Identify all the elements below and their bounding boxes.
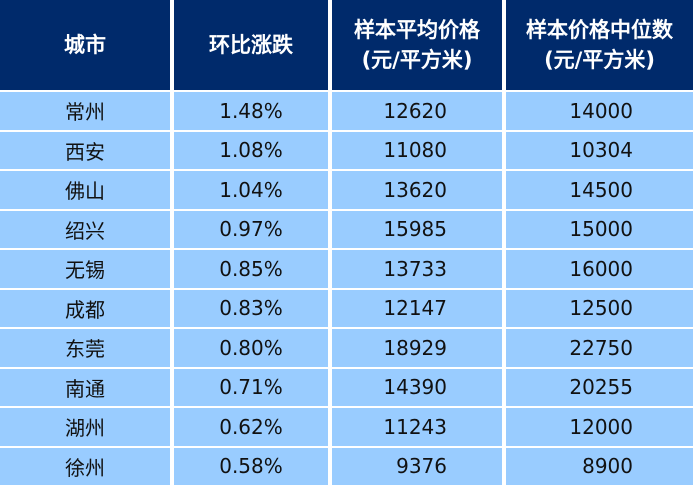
cell-change: 1.04% xyxy=(174,171,328,209)
table-row: 湖州 0.62% 11243 12000 xyxy=(0,408,697,446)
cell-city: 常州 xyxy=(0,92,170,130)
cell-city: 东莞 xyxy=(0,329,170,367)
cell-avg-price: 12147 xyxy=(332,289,502,327)
table-row: 常州 1.48% 12620 14000 xyxy=(0,92,697,130)
cell-change: 0.85% xyxy=(174,250,328,288)
header-city: 城市 xyxy=(0,0,170,90)
table-body: 常州 1.48% 12620 14000 西安 1.08% 11080 1030… xyxy=(0,92,697,487)
table-row: 绍兴 0.97% 15985 15000 xyxy=(0,210,697,248)
cell-change: 1.08% xyxy=(174,131,328,169)
table-row: 佛山 1.04% 13620 14500 xyxy=(0,171,697,209)
cell-avg-price: 15985 xyxy=(332,210,502,248)
table-row: 成都 0.83% 12147 12500 xyxy=(0,289,697,327)
cell-median-price: 12500 xyxy=(506,289,693,327)
cell-change: 0.80% xyxy=(174,329,328,367)
cell-avg-price: 11243 xyxy=(332,408,502,446)
cell-avg-price: 9376 xyxy=(332,447,502,485)
cell-median-price: 14000 xyxy=(506,92,693,130)
cell-city: 绍兴 xyxy=(0,210,170,248)
cell-city: 佛山 xyxy=(0,171,170,209)
cell-city: 成都 xyxy=(0,289,170,327)
cell-change: 0.71% xyxy=(174,368,328,406)
header-city-label: 城市 xyxy=(64,33,106,57)
table-row: 南通 0.71% 14390 20255 xyxy=(0,368,697,406)
cell-change: 0.58% xyxy=(174,447,328,485)
cell-median-price: 22750 xyxy=(506,329,693,367)
header-median-price-line1: 样本价格中位数 xyxy=(526,18,673,42)
table-row: 东莞 0.80% 18929 22750 xyxy=(0,329,697,367)
cell-change: 1.48% xyxy=(174,92,328,130)
table-row: 徐州 0.58% 9376 8900 xyxy=(0,447,697,485)
cell-median-price: 15000 xyxy=(506,210,693,248)
cell-avg-price: 14390 xyxy=(332,368,502,406)
cell-city: 西安 xyxy=(0,131,170,169)
cell-avg-price: 13620 xyxy=(332,171,502,209)
header-change-label: 环比涨跌 xyxy=(209,33,293,57)
cell-median-price: 8900 xyxy=(506,447,693,485)
cell-city: 南通 xyxy=(0,368,170,406)
header-avg-price-line2: (元/平方米) xyxy=(361,48,473,72)
header-avg-price: 样本平均价格 (元/平方米) xyxy=(332,0,502,90)
cell-city: 湖州 xyxy=(0,408,170,446)
cell-median-price: 10304 xyxy=(506,131,693,169)
cell-change: 0.97% xyxy=(174,210,328,248)
table-row: 西安 1.08% 11080 10304 xyxy=(0,131,697,169)
header-change: 环比涨跌 xyxy=(174,0,328,90)
header-median-price-line2: (元/平方米) xyxy=(544,48,655,72)
cell-change: 0.83% xyxy=(174,289,328,327)
table-header: 城市 环比涨跌 样本平均价格 (元/平方米) 样本价格中位数 (元/平方米) xyxy=(0,0,697,90)
cell-median-price: 16000 xyxy=(506,250,693,288)
cell-median-price: 12000 xyxy=(506,408,693,446)
cell-city: 无锡 xyxy=(0,250,170,288)
cell-city: 徐州 xyxy=(0,447,170,485)
table-row: 无锡 0.85% 13733 16000 xyxy=(0,250,697,288)
cell-avg-price: 13733 xyxy=(332,250,502,288)
cell-avg-price: 18929 xyxy=(332,329,502,367)
cell-avg-price: 11080 xyxy=(332,131,502,169)
header-median-price: 样本价格中位数 (元/平方米) xyxy=(506,0,693,90)
header-avg-price-line1: 样本平均价格 xyxy=(354,18,480,42)
cell-avg-price: 12620 xyxy=(332,92,502,130)
cell-change: 0.62% xyxy=(174,408,328,446)
cell-median-price: 14500 xyxy=(506,171,693,209)
cell-median-price: 20255 xyxy=(506,368,693,406)
